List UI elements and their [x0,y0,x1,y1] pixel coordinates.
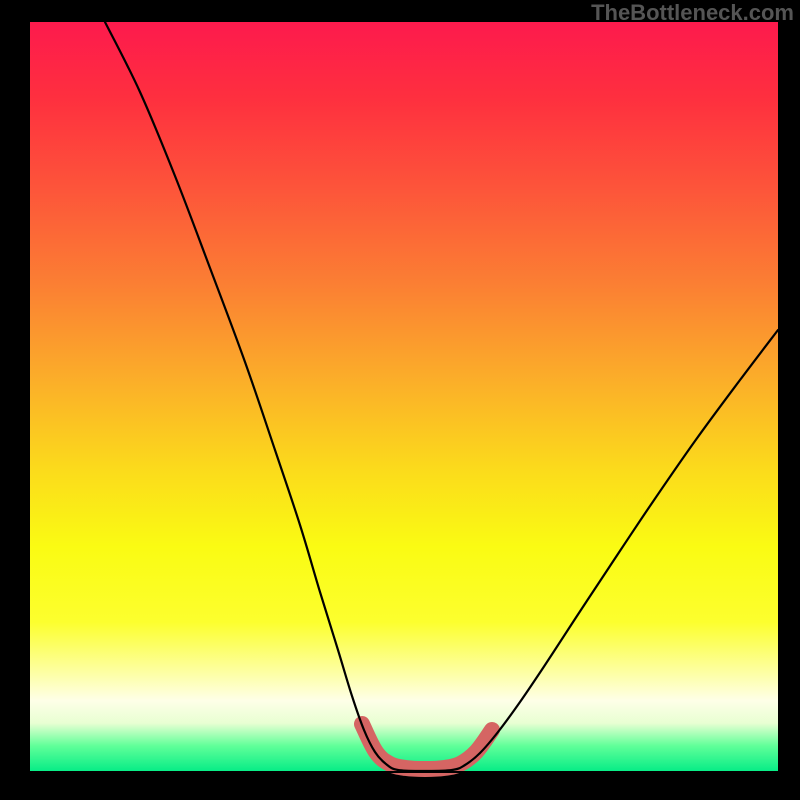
watermark-text: TheBottleneck.com [591,0,794,26]
bottleneck-chart: TheBottleneck.com [0,0,800,800]
plot-area [30,22,778,772]
chart-svg [0,0,800,800]
